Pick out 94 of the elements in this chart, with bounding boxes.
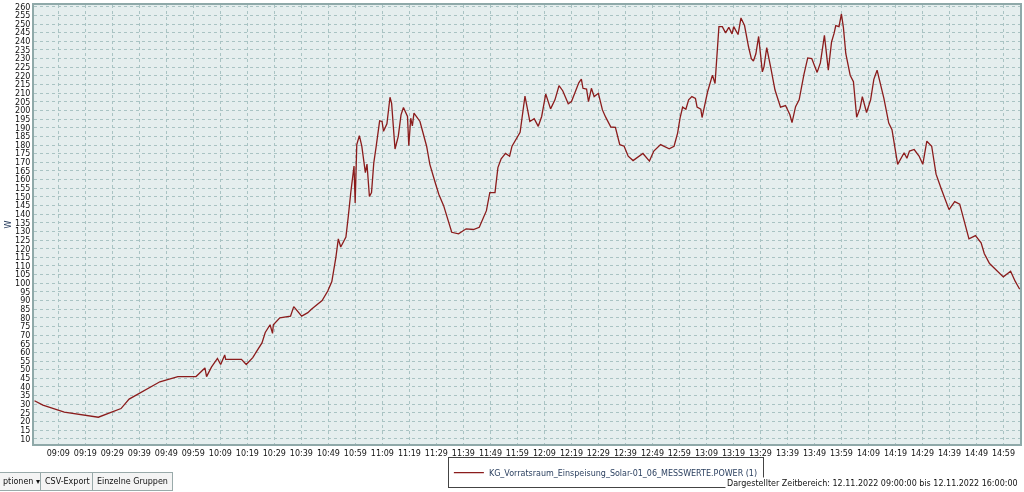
x-tick-label: 11:39 <box>451 448 475 458</box>
text: CSV-Export <box>45 477 90 486</box>
y-tick-label: 150 <box>15 192 31 202</box>
y-tick-label: 15 <box>20 425 31 435</box>
y-axis-title: W <box>4 220 14 229</box>
y-tick-label: 85 <box>20 304 31 314</box>
x-tick-label: 14:29 <box>910 448 934 458</box>
y-tick-label: 55 <box>20 356 31 366</box>
x-tick-label: 12:29 <box>586 448 610 458</box>
x-tick-label: 12:59 <box>667 448 691 458</box>
x-tick-label: 11:49 <box>478 448 502 458</box>
x-tick-label: 11:29 <box>424 448 448 458</box>
y-tick-label: 50 <box>20 365 31 375</box>
y-tick-label: 95 <box>20 287 31 297</box>
y-tick-label: 225 <box>15 63 31 73</box>
y-tick-label: 190 <box>15 123 31 133</box>
x-tick-label: 12:09 <box>532 448 556 458</box>
x-tick-label: 09:39 <box>127 448 151 458</box>
x-tick-label: 11:19 <box>397 448 421 458</box>
y-tick-label: 160 <box>15 175 31 185</box>
y-tick-label: 245 <box>15 28 31 38</box>
text: Dargestellter Zeitbereich: 12.11.2022 09:00:00 bis 12.11.2022 16:00:00 <box>727 479 1018 488</box>
y-tick-label: 140 <box>15 209 31 219</box>
y-tick-label: 40 <box>20 382 31 392</box>
x-tick-label: 13:39 <box>775 448 800 458</box>
y-tick-label: 90 <box>20 296 31 306</box>
y-tick-label: 130 <box>15 227 31 237</box>
y-tick-label: 120 <box>15 244 31 254</box>
y-tick-label: 70 <box>20 330 31 340</box>
y-tick-label: 170 <box>15 158 31 168</box>
y-tick-label: 135 <box>15 218 31 228</box>
y-tick-label: 35 <box>20 391 31 401</box>
y-tick-label: 240 <box>15 37 31 47</box>
x-tick-label: 10:09 <box>208 448 232 458</box>
y-tick-label: 180 <box>15 140 31 150</box>
y-tick-label: 105 <box>15 270 31 280</box>
y-tick-label: 110 <box>15 261 31 271</box>
x-tick-label: 14:09 <box>856 448 881 458</box>
x-tick-label: 12:19 <box>559 448 584 458</box>
y-tick-label: 65 <box>20 339 31 349</box>
y-tick-label: 165 <box>15 166 31 176</box>
y-tick-label: 155 <box>15 184 31 193</box>
x-tick-label: 13:09 <box>694 448 718 458</box>
y-tick-label: 255 <box>15 11 31 21</box>
x-tick-label: 13:29 <box>748 448 772 458</box>
y-tick-label: 210 <box>15 88 31 98</box>
y-tick-label: 215 <box>15 80 31 90</box>
y-tick-label: 195 <box>15 114 31 124</box>
text: ptionen ▾ <box>3 477 40 486</box>
y-tick-label: 205 <box>15 97 31 107</box>
x-tick-label: 12:49 <box>640 448 665 458</box>
y-tick-label: 45 <box>20 374 31 384</box>
y-tick-label: 235 <box>15 45 31 55</box>
y-tick-label: 25 <box>20 408 31 418</box>
x-tick-label: 09:29 <box>100 448 124 458</box>
y-tick-label: 185 <box>15 132 31 142</box>
y-tick-label: 175 <box>15 149 31 159</box>
y-tick-label: 100 <box>15 279 31 289</box>
x-tick-label: 12:39 <box>613 448 637 458</box>
x-tick-label: 13:19 <box>721 448 746 458</box>
x-tick-label: 14:49 <box>965 448 989 458</box>
x-tick-label: 13:59 <box>829 448 853 458</box>
x-tick-label: 10:39 <box>289 448 313 458</box>
y-tick-label: 30 <box>20 400 31 410</box>
x-tick-label: 10:29 <box>262 448 286 458</box>
y-tick-label: 230 <box>15 54 31 64</box>
x-tick-label: 10:59 <box>343 448 367 458</box>
y-tick-label: 20 <box>20 417 31 427</box>
text: Einzelne Gruppen <box>97 477 168 486</box>
x-tick-label: 11:59 <box>505 448 529 458</box>
x-tick-label: 10:19 <box>235 448 259 458</box>
x-tick-label: 14:39 <box>937 448 962 458</box>
y-tick-label: 145 <box>15 201 31 211</box>
x-tick-label: 10:49 <box>316 448 340 458</box>
y-tick-label: 10 <box>20 434 31 444</box>
x-tick-label: 11:09 <box>370 448 394 458</box>
x-tick-label: 14:59 <box>991 448 1015 458</box>
legend-label: KG_Vorratsraum_Einspeisung_Solar-01_06_MESSWERTE.POWER (1) <box>488 468 758 478</box>
y-tick-label: 220 <box>15 71 31 81</box>
y-tick-label: 115 <box>15 253 31 263</box>
x-tick-label: 09:49 <box>154 448 178 458</box>
x-tick-label: 14:19 <box>884 448 908 458</box>
x-tick-label: 09:09 <box>46 448 70 458</box>
y-tick-label: 250 <box>15 19 31 29</box>
y-tick-label: 200 <box>15 106 31 116</box>
x-tick-label: 09:59 <box>181 448 205 458</box>
y-tick-label: 60 <box>20 348 31 358</box>
y-tick-label: 80 <box>20 313 31 323</box>
y-tick-label: 260 <box>15 2 31 12</box>
line-series <box>34 13 1020 418</box>
x-tick-label: 09:19 <box>73 448 97 458</box>
y-tick-label: 75 <box>20 322 31 332</box>
x-tick-label: 13:49 <box>803 448 827 458</box>
y-tick-label: 125 <box>15 235 31 245</box>
